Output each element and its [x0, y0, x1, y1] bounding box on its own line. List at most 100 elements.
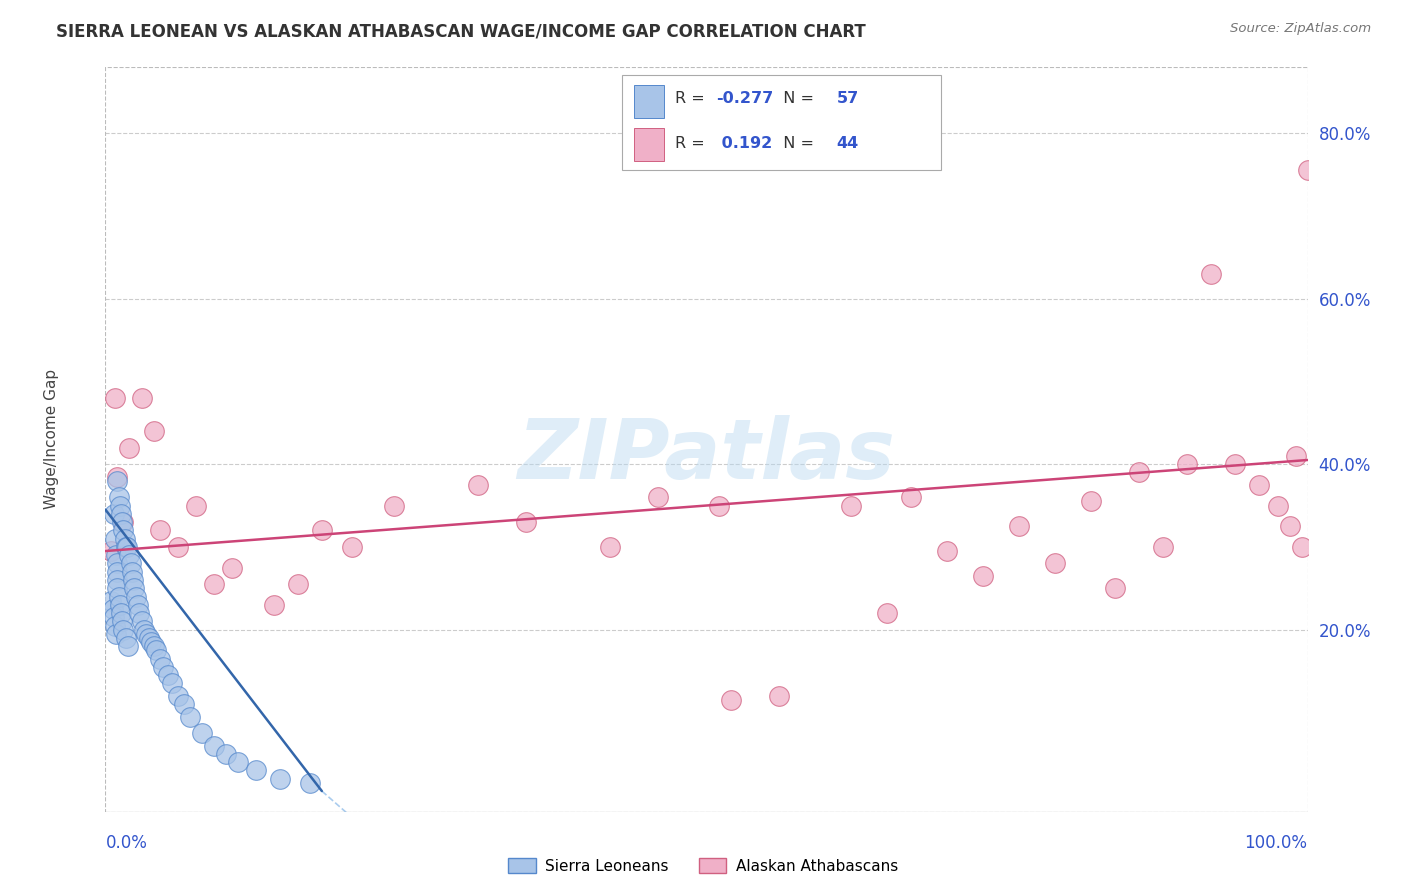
Point	[110, 606, 132, 620]
Point	[139, 635, 162, 649]
Text: 0.192: 0.192	[716, 136, 772, 152]
Point	[936, 544, 959, 558]
Text: SIERRA LEONEAN VS ALASKAN ATHABASCAN WAGE/INCOME GAP CORRELATION CHART: SIERRA LEONEAN VS ALASKAN ATHABASCAN WAG…	[56, 22, 866, 40]
Point	[221, 560, 243, 574]
Point	[156, 668, 179, 682]
Point	[900, 490, 922, 504]
Point	[1249, 478, 1271, 492]
Point	[122, 573, 145, 587]
Point	[202, 577, 225, 591]
Text: 0.0%: 0.0%	[105, 834, 148, 852]
Point	[214, 747, 236, 761]
Text: ZIPatlas: ZIPatlas	[517, 416, 896, 496]
Point	[647, 490, 669, 504]
Point	[707, 499, 730, 513]
Point	[112, 524, 135, 538]
Legend: Sierra Leoneans, Alaskan Athabascans: Sierra Leoneans, Alaskan Athabascans	[502, 852, 904, 880]
Point	[202, 739, 225, 753]
Point	[112, 623, 135, 637]
Point	[118, 548, 141, 562]
Point	[131, 391, 153, 405]
Point	[132, 623, 155, 637]
Point	[1043, 557, 1066, 571]
Point	[839, 499, 862, 513]
Text: 100.0%: 100.0%	[1244, 834, 1308, 852]
Point	[107, 490, 129, 504]
Point	[115, 631, 138, 645]
Point	[145, 643, 167, 657]
Point	[311, 524, 333, 538]
Point	[100, 593, 122, 607]
Text: -0.277: -0.277	[716, 92, 773, 106]
Point	[1284, 449, 1306, 463]
Point	[263, 598, 285, 612]
Point	[103, 610, 125, 624]
Point	[101, 602, 124, 616]
Point	[1291, 540, 1313, 554]
Point	[972, 569, 994, 583]
Point	[245, 764, 267, 778]
Point	[1296, 163, 1319, 178]
Point	[340, 540, 363, 554]
Point	[226, 755, 249, 769]
Point	[124, 590, 146, 604]
Point	[120, 557, 142, 571]
Point	[1225, 457, 1247, 471]
Text: N =: N =	[773, 136, 818, 152]
Point	[124, 582, 146, 596]
Point	[467, 478, 489, 492]
Point	[115, 540, 138, 554]
Point	[115, 540, 138, 554]
Point	[107, 565, 129, 579]
Text: R =: R =	[675, 136, 710, 152]
Point	[173, 697, 195, 711]
Point	[166, 689, 188, 703]
Point	[127, 598, 149, 612]
Point	[108, 598, 131, 612]
Point	[876, 606, 898, 620]
Point	[131, 615, 153, 629]
Point	[121, 565, 143, 579]
Point	[1128, 466, 1150, 480]
Point	[107, 590, 129, 604]
Point	[112, 515, 135, 529]
Point	[1201, 267, 1223, 281]
Point	[298, 776, 321, 790]
Point	[190, 726, 212, 740]
Point	[104, 391, 127, 405]
Text: Source: ZipAtlas.com: Source: ZipAtlas.com	[1230, 22, 1371, 36]
Text: 57: 57	[837, 92, 859, 106]
Text: R =: R =	[675, 92, 710, 106]
Point	[184, 499, 207, 513]
Point	[111, 515, 134, 529]
Point	[107, 582, 129, 596]
Point	[287, 577, 309, 591]
Point	[1278, 519, 1301, 533]
Point	[1175, 457, 1198, 471]
Point	[107, 469, 129, 483]
Point	[111, 615, 134, 629]
Bar	[634, 128, 665, 161]
Point	[117, 639, 139, 653]
Point	[107, 573, 129, 587]
Point	[515, 515, 537, 529]
Text: Wage/Income Gap: Wage/Income Gap	[44, 369, 59, 509]
Point	[100, 544, 122, 558]
Point	[107, 557, 129, 571]
Point	[118, 441, 141, 455]
Text: 44: 44	[837, 136, 859, 152]
Text: N =: N =	[773, 92, 818, 106]
Point	[148, 651, 170, 665]
Point	[105, 548, 128, 562]
Point	[108, 499, 131, 513]
Point	[135, 627, 157, 641]
Point	[1152, 540, 1174, 554]
Point	[104, 618, 127, 632]
Point	[599, 540, 621, 554]
Point	[148, 524, 170, 538]
Point	[768, 689, 790, 703]
Bar	[634, 85, 665, 118]
Point	[152, 660, 174, 674]
Point	[1267, 499, 1289, 513]
Point	[103, 507, 125, 521]
